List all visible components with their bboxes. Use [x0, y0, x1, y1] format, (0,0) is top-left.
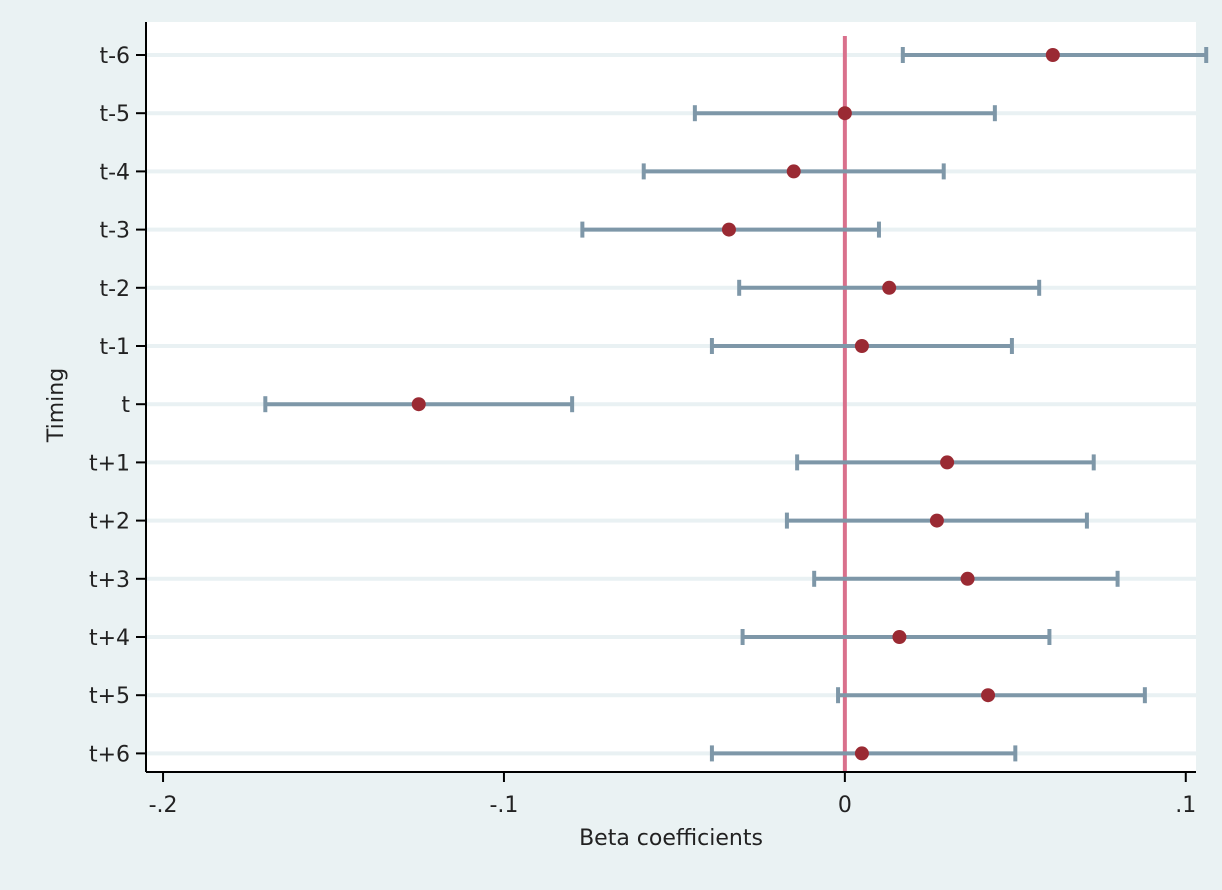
- y-tick-label: t+5: [89, 684, 130, 709]
- point-estimate: [721, 222, 736, 237]
- y-tick-label: t+1: [89, 451, 130, 476]
- point-estimate: [786, 164, 801, 179]
- x-tick-label: 0: [838, 793, 852, 818]
- point-estimate: [854, 746, 869, 761]
- y-tick-label: t+4: [89, 626, 130, 651]
- x-axis-ticks: -.2 -.1 0 .1: [149, 772, 1196, 818]
- point-estimate: [960, 571, 975, 586]
- point-estimate: [929, 513, 944, 528]
- point-estimate: [1045, 48, 1060, 62]
- y-tick-label: t+6: [89, 742, 130, 767]
- y-tick-label: t-4: [99, 160, 130, 185]
- point-estimate: [940, 455, 955, 470]
- y-tick-label: t-6: [99, 44, 130, 69]
- point-estimate: [892, 630, 907, 644]
- x-tick-label: -.2: [149, 793, 178, 818]
- point-estimates: [411, 48, 1060, 761]
- point-estimate: [411, 397, 426, 412]
- point-estimate: [882, 280, 897, 295]
- y-tick-label: t+2: [89, 510, 130, 535]
- point-estimate: [854, 339, 869, 353]
- x-tick-label: .1: [1175, 793, 1196, 818]
- point-estimate: [837, 106, 852, 121]
- y-axis-title: Timing: [44, 368, 69, 443]
- y-axis-ticks: t-6 t-5 t-4 t-3 t-2 t-1 t t+1 t+2 t+3 t+4 t+5 t+6: [89, 44, 146, 767]
- point-estimate: [981, 688, 996, 703]
- y-tick-label: t-2: [99, 277, 130, 302]
- y-tick-label: t-3: [99, 219, 130, 244]
- x-axis-title: Beta coefficients: [579, 826, 763, 851]
- x-tick-label: -.1: [489, 793, 518, 818]
- plot-area: [146, 22, 1196, 772]
- y-tick-label: t: [121, 393, 130, 418]
- y-tick-label: t-5: [99, 102, 130, 127]
- y-tick-label: t+3: [89, 568, 130, 593]
- y-tick-label: t-1: [99, 335, 130, 360]
